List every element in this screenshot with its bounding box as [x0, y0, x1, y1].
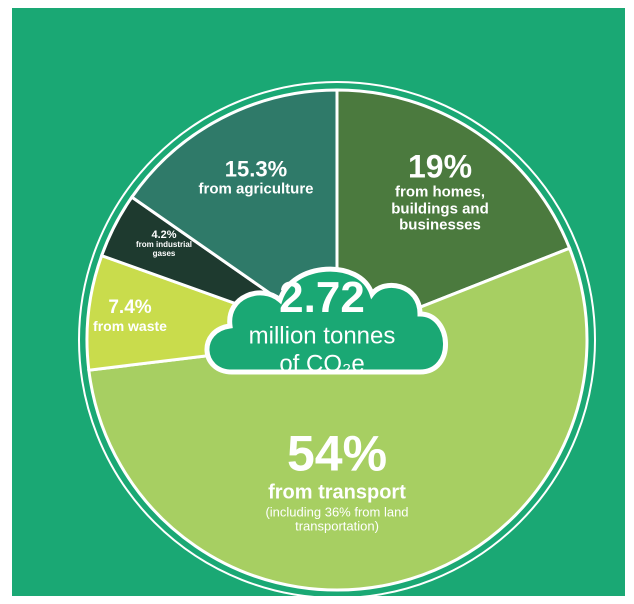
- slice-label: 4.2% from industrial gases: [129, 229, 199, 259]
- slice: [87, 246, 589, 592]
- category-label: from homes, buildings and businesses: [391, 183, 489, 234]
- category-label: from industrial gases: [135, 240, 192, 259]
- slice-label: 54% from transport: [227, 425, 447, 504]
- pie: [85, 88, 589, 592]
- outer-ring: [78, 81, 596, 599]
- annotation: (including 36% from land transportation): [265, 504, 409, 534]
- slice: [335, 88, 572, 343]
- cloud: [204, 266, 448, 375]
- category-label: from transport: [268, 481, 406, 504]
- slice-label: 15.3% from agriculture: [176, 156, 336, 199]
- total-unit: million tonnes of CO₂e: [248, 322, 396, 377]
- category-label: from agriculture: [198, 180, 314, 198]
- slice-label: 7.4% from waste: [80, 296, 180, 334]
- value-label: 19%: [407, 148, 473, 185]
- category-label: from waste: [93, 317, 167, 334]
- slice: [129, 88, 339, 343]
- slice-label: 19% from homes, buildings and businesses: [365, 148, 515, 235]
- value-label: 54%: [286, 425, 388, 482]
- total-value: 2.72: [279, 272, 365, 322]
- value-label: 7.4%: [108, 296, 152, 318]
- value-label: 4.2%: [151, 229, 177, 242]
- value-label: 15.3%: [224, 156, 288, 182]
